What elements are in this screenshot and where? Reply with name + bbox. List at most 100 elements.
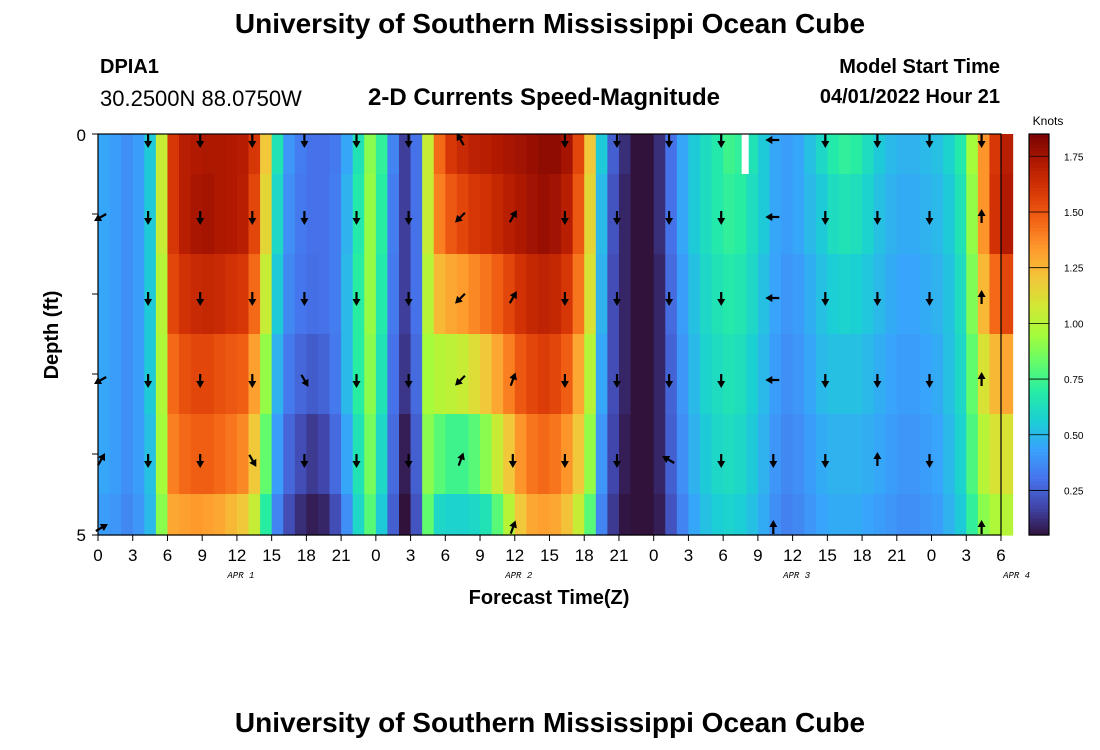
heatmap-cell	[561, 414, 574, 495]
heatmap-cell	[676, 174, 690, 255]
colorbar-segment	[1029, 167, 1049, 172]
heatmap-cell	[1001, 174, 1014, 255]
heatmap-cell	[827, 494, 840, 536]
date-label: APR 4	[1002, 571, 1030, 581]
heatmap-cell	[827, 134, 840, 175]
colorbar-segment	[1029, 254, 1049, 259]
heatmap-cell	[572, 334, 585, 415]
heatmap-cell	[225, 254, 238, 335]
heatmap-cell	[144, 414, 157, 495]
heatmap-cell	[572, 254, 585, 335]
x-tick-label: 6	[996, 546, 1005, 565]
current-arrow	[821, 211, 830, 225]
colorbar-segment	[1029, 317, 1049, 322]
heatmap-cell	[746, 254, 759, 335]
heatmap-cell	[734, 414, 747, 495]
colorbar-segment	[1029, 508, 1049, 513]
heatmap-cell	[549, 334, 562, 415]
colorbar-segment	[1029, 484, 1049, 489]
colorbar-segment	[1029, 431, 1049, 436]
current-arrow	[352, 211, 361, 225]
colorbar-segment	[1029, 448, 1049, 453]
colorbar-segment	[1029, 281, 1049, 285]
heatmap-cell	[885, 254, 898, 335]
colorbar-segment	[1029, 174, 1049, 179]
current-arrow	[765, 376, 780, 384]
heatmap-cell	[885, 494, 898, 536]
colorbar-segment	[1029, 394, 1049, 399]
current-arrow	[821, 134, 830, 148]
current-arrow	[873, 374, 882, 388]
colorbar-segment	[1029, 301, 1049, 306]
y-tick-label: 0	[77, 126, 86, 145]
heatmap-cell	[630, 134, 643, 175]
heatmap-cell	[294, 174, 307, 255]
heatmap-cell	[827, 414, 840, 495]
heatmap-cell	[225, 174, 238, 255]
heatmap-cell	[410, 134, 423, 175]
colorbar-segment	[1029, 468, 1049, 473]
current-arrow	[665, 374, 674, 388]
heatmap-cell	[422, 134, 435, 175]
heatmap-cell	[850, 414, 863, 495]
colorbar-segment	[1029, 337, 1049, 342]
colorbar-segment	[1029, 411, 1049, 416]
heatmap-cell	[433, 414, 446, 495]
current-arrow	[144, 134, 153, 148]
heatmap-cell	[167, 174, 180, 255]
current-arrow	[457, 452, 465, 467]
current-arrow	[248, 134, 257, 148]
heatmap-cell	[838, 494, 852, 536]
colorbar-tick-label: 1.00	[1064, 319, 1084, 330]
heatmap-cell	[885, 174, 898, 255]
heatmap-cell	[514, 414, 527, 495]
heatmap-cell	[665, 334, 678, 415]
heatmap-cell	[202, 134, 215, 175]
colorbar-segment	[1029, 347, 1049, 352]
heatmap-cell	[294, 254, 307, 335]
heatmap-cell	[642, 254, 655, 335]
current-arrow	[873, 452, 882, 466]
colorbar-segment	[1029, 381, 1049, 386]
heatmap-cell	[491, 174, 504, 255]
heatmap-cell	[989, 134, 1002, 175]
colorbar-segment	[1029, 421, 1049, 426]
heatmap-cell	[248, 494, 261, 536]
heatmap-cell	[329, 414, 342, 495]
heatmap-cell	[248, 254, 261, 335]
heatmap-cell	[769, 174, 782, 255]
colorbar-segment	[1029, 177, 1049, 182]
heatmap-cell	[375, 494, 389, 536]
heatmap-cell	[375, 134, 389, 175]
heatmap-cell	[919, 414, 933, 495]
heatmap-cell	[607, 334, 620, 415]
current-arrow	[717, 292, 726, 306]
heatmap-cell	[364, 414, 377, 495]
heatmap-cell	[977, 414, 991, 495]
heatmap-cell	[202, 494, 215, 536]
colorbar-segment	[1029, 364, 1049, 369]
heatmap-cell	[202, 174, 215, 255]
colorbar-segment	[1029, 357, 1049, 362]
heatmap-cell	[873, 494, 886, 536]
heatmap-cell	[700, 174, 713, 255]
heatmap-cell	[179, 414, 192, 495]
heatmap-cell	[630, 414, 643, 495]
heatmap-cell	[989, 334, 1002, 415]
heatmap-cell	[1001, 134, 1014, 175]
colorbar-segment	[1029, 418, 1049, 422]
heatmap-cell	[595, 134, 608, 175]
heatmap-cell	[873, 134, 886, 175]
colorbar-segment	[1029, 428, 1049, 433]
colorbar-segment	[1029, 234, 1049, 239]
current-arrow	[300, 211, 309, 225]
heatmap-cell	[549, 494, 562, 536]
current-arrow	[404, 211, 413, 225]
heatmap-cell	[908, 414, 921, 495]
heatmap-cell	[190, 174, 203, 255]
current-arrow	[977, 520, 986, 534]
current-arrow	[455, 211, 466, 223]
heatmap-cell	[213, 494, 226, 536]
colorbar-segment	[1029, 434, 1049, 439]
heatmap-cell	[908, 174, 921, 255]
